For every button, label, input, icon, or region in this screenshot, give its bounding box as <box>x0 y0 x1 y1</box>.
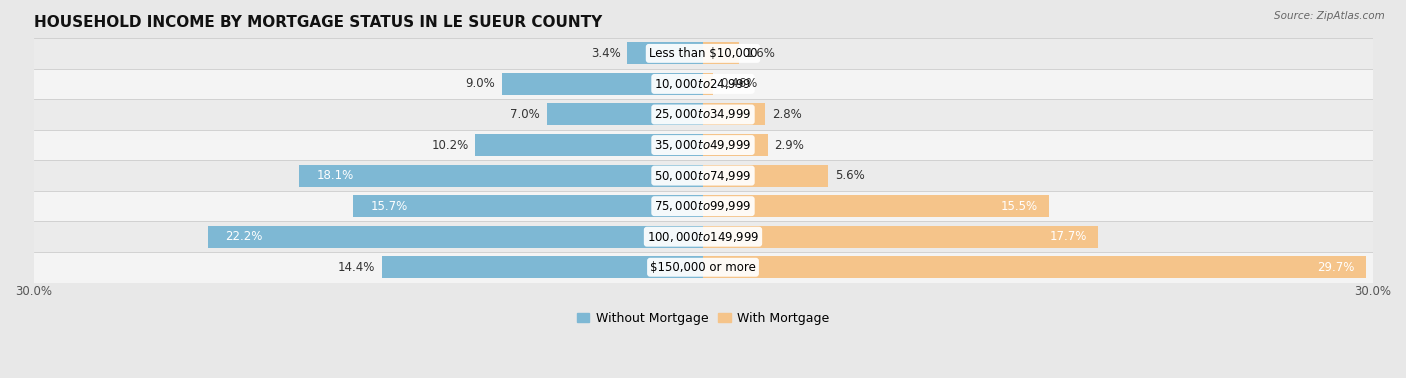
Bar <box>353 195 703 217</box>
Bar <box>703 256 1365 278</box>
Text: $25,000 to $34,999: $25,000 to $34,999 <box>654 107 752 121</box>
Bar <box>208 226 703 248</box>
Text: 1.6%: 1.6% <box>745 47 775 60</box>
Bar <box>34 160 1372 191</box>
Text: 15.5%: 15.5% <box>1001 200 1038 213</box>
Bar <box>34 99 1372 130</box>
Bar <box>34 222 1372 252</box>
Text: 22.2%: 22.2% <box>225 230 263 243</box>
Text: $100,000 to $149,999: $100,000 to $149,999 <box>647 230 759 244</box>
Bar <box>381 256 703 278</box>
Bar <box>34 69 1372 99</box>
Text: Source: ZipAtlas.com: Source: ZipAtlas.com <box>1274 11 1385 21</box>
Text: $150,000 or more: $150,000 or more <box>650 261 756 274</box>
Text: $10,000 to $24,999: $10,000 to $24,999 <box>654 77 752 91</box>
Bar <box>34 38 1372 69</box>
Bar <box>703 73 713 95</box>
Text: 10.2%: 10.2% <box>432 139 468 152</box>
Bar <box>34 191 1372 222</box>
Bar <box>547 104 703 125</box>
Text: 2.8%: 2.8% <box>772 108 801 121</box>
Text: 3.4%: 3.4% <box>591 47 620 60</box>
Text: 7.0%: 7.0% <box>510 108 540 121</box>
Bar <box>34 130 1372 160</box>
Bar <box>703 134 768 156</box>
Bar <box>703 195 1049 217</box>
Text: $50,000 to $74,999: $50,000 to $74,999 <box>654 169 752 183</box>
Text: 9.0%: 9.0% <box>465 77 495 90</box>
Text: 14.4%: 14.4% <box>337 261 375 274</box>
Bar <box>703 104 765 125</box>
Bar <box>502 73 703 95</box>
Text: 5.6%: 5.6% <box>835 169 865 182</box>
Bar <box>299 164 703 187</box>
Bar <box>475 134 703 156</box>
Bar <box>34 252 1372 282</box>
Text: 15.7%: 15.7% <box>371 200 408 213</box>
Legend: Without Mortgage, With Mortgage: Without Mortgage, With Mortgage <box>572 307 834 330</box>
Text: 17.7%: 17.7% <box>1049 230 1087 243</box>
Bar <box>703 226 1098 248</box>
Bar <box>627 42 703 64</box>
Text: 0.46%: 0.46% <box>720 77 758 90</box>
Text: $35,000 to $49,999: $35,000 to $49,999 <box>654 138 752 152</box>
Text: $75,000 to $99,999: $75,000 to $99,999 <box>654 199 752 213</box>
Text: 29.7%: 29.7% <box>1317 261 1354 274</box>
Text: 18.1%: 18.1% <box>316 169 354 182</box>
Text: 2.9%: 2.9% <box>775 139 804 152</box>
Text: HOUSEHOLD INCOME BY MORTGAGE STATUS IN LE SUEUR COUNTY: HOUSEHOLD INCOME BY MORTGAGE STATUS IN L… <box>34 15 602 30</box>
Text: Less than $10,000: Less than $10,000 <box>648 47 758 60</box>
Bar <box>703 164 828 187</box>
Bar <box>703 42 738 64</box>
